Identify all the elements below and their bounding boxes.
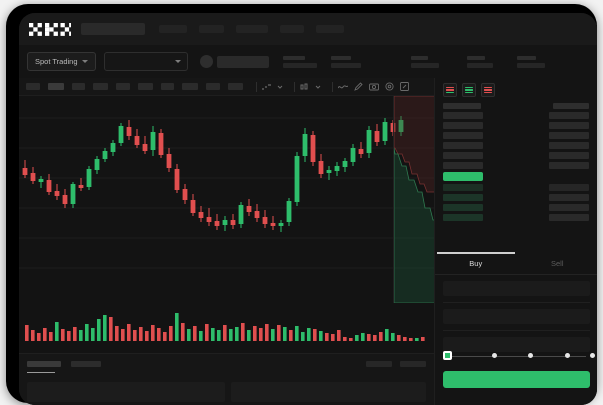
toolbar-divider bbox=[332, 81, 333, 92]
slider-step-50[interactable] bbox=[528, 353, 534, 358]
camera-icon[interactable] bbox=[369, 82, 379, 91]
orderbook-ask-row[interactable] bbox=[443, 112, 589, 119]
nav-item-3[interactable] bbox=[236, 25, 268, 33]
chart-type-icon[interactable] bbox=[300, 83, 309, 91]
right-column: Buy Sell bbox=[434, 78, 597, 405]
toolbar-divider bbox=[294, 81, 295, 92]
nav-item-2[interactable] bbox=[199, 25, 224, 33]
form-divider bbox=[443, 330, 590, 331]
candlestick-chart[interactable] bbox=[19, 96, 434, 303]
timeframe-chip[interactable] bbox=[138, 83, 153, 90]
settings-icon[interactable] bbox=[385, 82, 394, 91]
slider-handle[interactable] bbox=[443, 351, 452, 360]
chevron-down-icon bbox=[174, 60, 181, 63]
device-screen-frame: Spot Trading bbox=[19, 13, 597, 405]
timeframe-chip[interactable] bbox=[161, 83, 174, 90]
orderbook-bid-row[interactable] bbox=[443, 214, 589, 221]
total-field[interactable] bbox=[443, 337, 590, 352]
nav-item-4[interactable] bbox=[280, 25, 304, 33]
ticker-stat bbox=[282, 55, 317, 68]
pair-select[interactable] bbox=[103, 52, 188, 71]
orderbook-bid-row[interactable] bbox=[443, 184, 589, 191]
tab-sell[interactable]: Sell bbox=[550, 259, 564, 268]
slider-track bbox=[447, 355, 586, 357]
orderbook-mode-buy[interactable] bbox=[462, 83, 476, 97]
orders-content-right bbox=[231, 382, 426, 402]
timeframe-chip-active[interactable] bbox=[48, 83, 64, 90]
orderbook-bid-row[interactable] bbox=[443, 204, 589, 211]
toolbar-divider bbox=[256, 81, 257, 92]
amount-field[interactable] bbox=[443, 309, 590, 324]
app-header bbox=[19, 13, 597, 45]
orders-content-left bbox=[27, 382, 225, 402]
market-type-button[interactable]: Spot Trading bbox=[27, 52, 96, 71]
ticker-stat bbox=[410, 55, 439, 68]
orderbook-mode-sell[interactable] bbox=[481, 83, 495, 97]
buy-submit-button[interactable] bbox=[443, 371, 590, 388]
okx-logo-icon[interactable] bbox=[29, 22, 71, 36]
orderbook-ask-row[interactable] bbox=[443, 132, 589, 139]
chart-toolbar bbox=[19, 78, 434, 96]
ticker-stat bbox=[466, 55, 493, 68]
orderbook-mode-group bbox=[435, 78, 597, 101]
nav-item-1[interactable] bbox=[159, 25, 187, 33]
timeframe-chip[interactable] bbox=[182, 83, 198, 90]
amount-slider[interactable] bbox=[443, 351, 595, 361]
timeframe-chip[interactable] bbox=[72, 83, 85, 90]
slider-step-75[interactable] bbox=[565, 353, 570, 358]
nav-item-5[interactable] bbox=[316, 25, 344, 33]
timeframe-chip[interactable] bbox=[206, 83, 220, 90]
coin-avatar bbox=[199, 55, 213, 68]
form-divider bbox=[443, 302, 590, 303]
pencil-icon[interactable] bbox=[354, 82, 363, 91]
orderbook-rows bbox=[435, 112, 597, 221]
device-bezel: Spot Trading bbox=[6, 4, 597, 405]
orders-actions bbox=[366, 361, 426, 367]
indicator-icon[interactable] bbox=[262, 83, 271, 91]
orders-tab-active[interactable] bbox=[27, 361, 61, 367]
chevron-down-icon[interactable] bbox=[315, 84, 321, 90]
timeframe-chip[interactable] bbox=[26, 83, 40, 90]
slider-step-100[interactable] bbox=[590, 353, 595, 358]
orders-panel bbox=[19, 353, 434, 405]
orderbook-ask-row[interactable] bbox=[443, 162, 589, 169]
orders-tab[interactable] bbox=[71, 361, 101, 367]
ticker-bar: Spot Trading bbox=[19, 45, 597, 78]
ticker-stat bbox=[330, 55, 361, 68]
line-tool-icon[interactable] bbox=[338, 83, 348, 91]
timeframe-chip[interactable] bbox=[228, 83, 243, 90]
timeframe-chip[interactable] bbox=[93, 83, 108, 90]
slider-step-25[interactable] bbox=[491, 353, 497, 358]
fullscreen-icon[interactable] bbox=[400, 82, 409, 91]
ticker-stat bbox=[516, 55, 545, 68]
pair-name-placeholder bbox=[216, 55, 269, 68]
app-screen: Spot Trading bbox=[19, 13, 597, 405]
orders-tab-indicator bbox=[27, 372, 55, 373]
depth-chart bbox=[393, 95, 436, 304]
volume-chart bbox=[19, 303, 434, 353]
timeframe-chip[interactable] bbox=[116, 83, 130, 90]
price-field[interactable] bbox=[443, 281, 590, 296]
orders-action-1[interactable] bbox=[366, 361, 392, 367]
orderbook-bid-row[interactable] bbox=[443, 194, 589, 201]
chevron-down-icon bbox=[81, 60, 88, 63]
orderbook-header bbox=[435, 101, 597, 112]
orderbook-spread-bar bbox=[443, 172, 483, 181]
trade-form-tabs: Buy Sell bbox=[435, 252, 597, 275]
chevron-down-icon[interactable] bbox=[277, 84, 283, 90]
orders-action-2[interactable] bbox=[400, 361, 426, 367]
nav-primary-placeholder[interactable] bbox=[81, 23, 145, 35]
orderbook-ask-row[interactable] bbox=[443, 142, 589, 149]
tab-buy[interactable]: Buy bbox=[435, 252, 517, 274]
orderbook-ask-row[interactable] bbox=[443, 122, 589, 129]
market-type-label: Spot Trading bbox=[35, 57, 78, 66]
orderbook-mode-both[interactable] bbox=[443, 83, 457, 97]
orderbook-ask-row[interactable] bbox=[443, 152, 589, 159]
orders-tabs bbox=[27, 361, 101, 367]
trade-form: Buy Sell bbox=[435, 252, 597, 405]
